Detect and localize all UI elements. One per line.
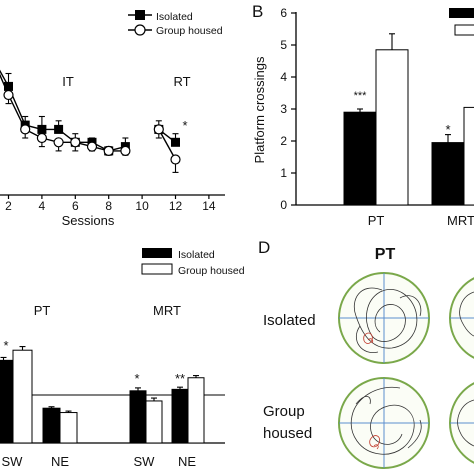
series-line-group-housed <box>0 73 126 152</box>
bar-group-housed-pt <box>375 49 409 206</box>
panel-d: D PT Isolated Group housed <box>258 238 474 469</box>
marker-group-housed <box>120 145 131 156</box>
target-zone-path <box>369 435 381 450</box>
arena-group-housed-pt <box>338 377 430 469</box>
panel-b-label: B <box>252 2 263 21</box>
series-line-isolated <box>0 69 126 152</box>
panel-c-sig-sw-pt: * <box>3 338 8 353</box>
series-line-group-housed <box>158 129 177 160</box>
panel-d-label: D <box>258 238 270 257</box>
arena-isolated-pt <box>338 272 430 364</box>
panel-a-plot-area <box>0 69 181 173</box>
panel-b-y-tick-label: 5 <box>280 38 287 52</box>
marker-isolated <box>37 124 47 134</box>
arena-group-housed-mrt-partial <box>449 382 474 464</box>
panel-a-x-tick-label: 12 <box>169 199 183 213</box>
bar-isolated-sw <box>129 390 147 444</box>
panel-c-category-sw-pt: SW <box>2 454 24 469</box>
bar-isolated-sw <box>0 359 14 444</box>
marker-group-housed <box>153 124 164 135</box>
bar-isolated-ne <box>42 407 61 444</box>
panel-b-y-tick-label: 0 <box>280 198 287 212</box>
panel-b-y-tick-label: 6 <box>280 6 287 20</box>
marker-group-housed <box>170 154 181 165</box>
target-zone-path <box>363 332 374 344</box>
panel-a-x-tick-label: 2 <box>5 199 12 213</box>
significance-star-rt: * <box>182 118 187 133</box>
panel-a-xlabel: Sessions <box>62 213 115 228</box>
legend-group-housed-label: Group housed <box>156 25 223 37</box>
marker-group-housed <box>86 141 98 152</box>
panel-d-row-housed: housed <box>263 425 312 442</box>
bar-group-housed-ne <box>187 377 205 444</box>
panel-c-group-mrt: MRT <box>153 303 181 318</box>
panel-a: 2 4 6 8 10 12 14 Sessions IT RT * Isolated Gro… <box>0 10 225 228</box>
marker-isolated <box>171 137 180 147</box>
legend-isolated-marker <box>135 10 145 20</box>
panel-b-ylabel: Platform crossings <box>252 56 267 163</box>
phase-label-rt: RT <box>173 74 190 89</box>
bar-group-housed-mrt <box>463 106 474 206</box>
legend-c-group-housed-swatch <box>141 263 173 275</box>
swim-path <box>457 399 474 447</box>
bar-isolated-mrt <box>431 142 465 206</box>
panel-b-y-tick-label: 4 <box>280 70 287 84</box>
marker-isolated <box>4 81 13 91</box>
panel-b-y-tick-label: 3 <box>280 102 287 116</box>
panel-d-column-title: PT <box>375 246 396 263</box>
panel-c: Isolated Group housed PT MRT SW NE SW NE… <box>0 248 245 469</box>
legend-c-group-housed-label: Group housed <box>178 265 245 277</box>
panel-a-x-tick-label: 8 <box>105 199 112 213</box>
bar-group-housed-ne <box>59 412 78 444</box>
marker-group-housed <box>36 132 48 144</box>
marker-group-housed <box>20 124 31 135</box>
marker-isolated <box>54 124 64 134</box>
panel-b-legend-isolated-swatch <box>449 8 474 18</box>
panel-b-category-pt: PT <box>368 213 385 228</box>
marker-group-housed <box>103 145 114 156</box>
panel-a-legend: Isolated Group housed <box>128 10 223 37</box>
marker-group-housed <box>53 137 64 148</box>
panel-c-category-ne-mrt: NE <box>178 454 196 469</box>
swim-path <box>354 287 422 354</box>
legend-c-isolated-swatch <box>142 248 172 258</box>
panel-d-row-group: Group <box>263 403 305 420</box>
legend-group-housed-marker <box>134 24 146 36</box>
panel-b-sig-pt: *** <box>354 90 368 102</box>
panel-a-x-tick-label: 14 <box>202 199 216 213</box>
panel-a-x-ticks: 2 4 6 8 10 12 14 <box>5 195 216 213</box>
panel-b-y-ticks: 0 1 2 3 4 5 6 <box>280 6 296 212</box>
panel-c-category-sw-mrt: SW <box>134 454 156 469</box>
panel-c-category-ne-pt: NE <box>51 454 69 469</box>
panel-c-sig-sw-mrt: * <box>134 371 139 386</box>
panel-a-x-tick-label: 10 <box>135 199 149 213</box>
panel-c-legend: Isolated Group housed <box>141 248 245 277</box>
panel-b-y-tick-label: 1 <box>280 166 287 180</box>
bar-isolated-ne <box>171 388 189 444</box>
panel-b-bars <box>343 33 474 206</box>
panel-b-sig-mrt: * <box>445 122 450 137</box>
panel-d-row-isolated: Isolated <box>263 312 316 329</box>
panel-b-y-tick-label: 2 <box>280 134 287 148</box>
panel-a-x-tick-label: 6 <box>72 199 79 213</box>
marker-group-housed <box>3 89 14 101</box>
panel-b-legend-group-housed-swatch <box>454 24 474 36</box>
bar-group-housed-sw <box>145 400 163 444</box>
marker-group-housed <box>70 137 81 148</box>
legend-c-isolated-label: Isolated <box>178 249 215 261</box>
legend-isolated-label: Isolated <box>156 11 193 23</box>
panel-c-bars <box>0 346 205 444</box>
bar-isolated-pt <box>343 111 377 206</box>
panel-a-x-tick-label: 4 <box>39 199 46 213</box>
panel-c-group-pt: PT <box>34 303 51 318</box>
panel-c-sig-ne-mrt: ** <box>175 371 185 386</box>
phase-label-it: IT <box>62 74 74 89</box>
panel-b-category-mrt: MRT <box>447 213 474 228</box>
swim-path <box>350 386 422 455</box>
arena-isolated-mrt-partial <box>449 277 474 359</box>
bar-group-housed-sw <box>12 349 33 444</box>
swim-path <box>459 291 474 337</box>
